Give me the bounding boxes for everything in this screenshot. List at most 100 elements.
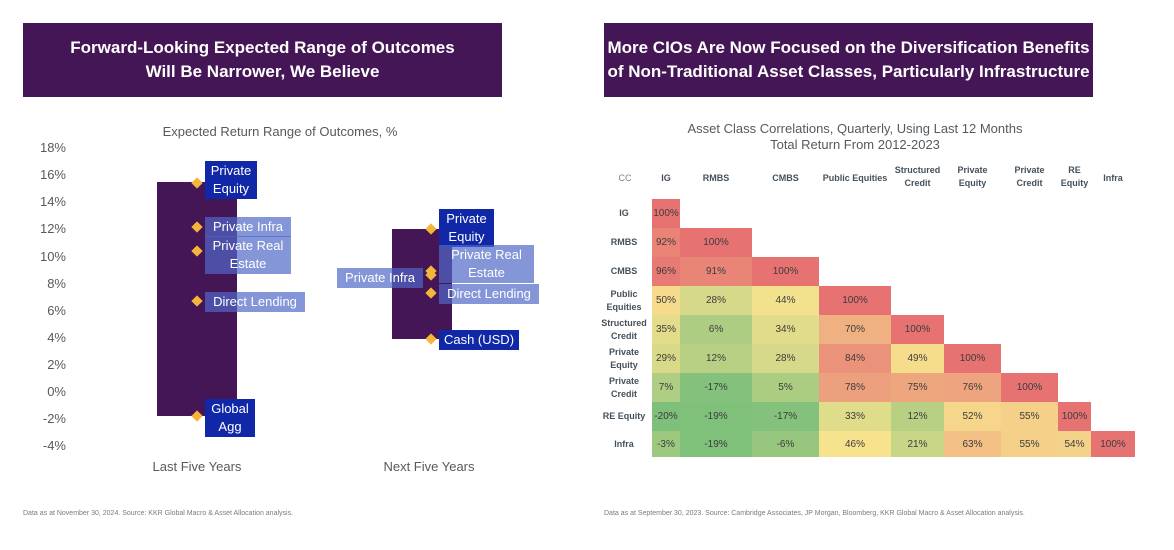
heatmap-row-header-text: Private Credit <box>609 375 639 401</box>
heatmap-cell: 50% <box>652 286 680 315</box>
heatmap-cell-value: 28% <box>705 295 726 306</box>
heatmap-cell: -17% <box>680 373 752 402</box>
heatmap-cell: 100% <box>891 315 944 344</box>
data-point-label: Private Infra <box>337 268 423 288</box>
heatmap-column-header: Structured Credit <box>887 164 948 190</box>
heatmap-cell-value: 54% <box>1064 438 1085 450</box>
heatmap-row-header-line: Infra <box>614 438 634 449</box>
heatmap-cell: 84% <box>819 344 891 373</box>
heatmap-cell-value: 100% <box>653 208 679 219</box>
heatmap-row-header-line: Private <box>608 375 640 386</box>
heatmap-column-header-line: Credit <box>1016 178 1043 188</box>
heatmap-cell-value: 76% <box>962 382 983 393</box>
heatmap-cell: 100% <box>1058 402 1091 431</box>
heatmap-cell: 100% <box>680 228 752 257</box>
heatmap-cell-value: 55% <box>1019 411 1040 422</box>
data-point-label-line: Private <box>210 163 252 178</box>
heatmap-cell: 54% <box>1058 431 1091 457</box>
data-point-label-line: Private Real <box>451 247 522 262</box>
heatmap-row-header: RE Equity <box>600 402 648 431</box>
heatmap-cell-value: 44% <box>775 295 796 306</box>
heatmap-cell: 33% <box>819 402 891 431</box>
heatmap-column-header: Private Credit <box>997 164 1062 190</box>
heatmap-cell-value: -6% <box>776 438 795 450</box>
heatmap-row-header-line: Structured <box>601 317 647 328</box>
heatmap-cell-value: 46% <box>844 438 865 450</box>
data-point-label-line: Global <box>211 401 249 416</box>
heatmap-cell: -20% <box>652 402 680 431</box>
heatmap-column-header: Private Equity <box>940 164 1005 190</box>
heatmap-cell: -19% <box>680 431 752 457</box>
heatmap-column-header-line: Equity <box>1060 178 1089 188</box>
heatmap-row-header: CMBS <box>600 257 648 286</box>
heatmap-cell-value: -17% <box>704 382 728 393</box>
heatmap-cell-value: 100% <box>772 266 799 277</box>
y-tick-label: 2% <box>47 356 66 372</box>
heatmap-cell-value: 29% <box>655 353 676 364</box>
data-point-label-line: Estate <box>229 256 267 271</box>
heatmap-cell-value: 28% <box>775 353 796 364</box>
left-banner-line-2: Will Be Narrower, We Believe <box>145 62 380 81</box>
heatmap-cell: 5% <box>752 373 819 402</box>
x-category-label: Next Five Years <box>383 459 475 474</box>
heatmap-column-header-line: IG <box>661 173 671 183</box>
data-point-label-line: Equity <box>212 181 250 196</box>
right-banner-line-2: of Non-Traditional Asset Classes, Partic… <box>607 62 1090 81</box>
heatmap-cell: 44% <box>752 286 819 315</box>
heatmap-row-header-text: Private Equity <box>609 346 639 372</box>
heatmap-cell: -6% <box>752 431 819 457</box>
heatmap-column-header: RMBS <box>676 172 756 185</box>
right-banner-title: More CIOs Are Now Focused on the Diversi… <box>604 23 1093 97</box>
heatmap-column-header: Public Equities <box>815 172 895 185</box>
data-point-label: Direct Lending <box>205 292 305 312</box>
heatmap-row-header-line: CMBS <box>610 266 638 276</box>
heatmap-column-header: Infra <box>1087 172 1139 185</box>
heatmap-cell: 7% <box>652 373 680 402</box>
data-point-label-line: Private Infra <box>344 270 416 285</box>
heatmap-column-header-line: Public Equities <box>822 173 888 183</box>
heatmap-row-header: Infra <box>600 431 648 457</box>
heatmap-row-header-text: RMBS <box>611 236 638 249</box>
heatmap-cell: 49% <box>891 344 944 373</box>
data-point-label-line: Direct Lending <box>213 294 297 309</box>
y-tick-label: 6% <box>47 302 66 318</box>
y-tick-label: 4% <box>47 329 66 345</box>
heatmap-cell-value: -17% <box>773 411 798 422</box>
heatmap-cell: 76% <box>944 373 1001 402</box>
heatmap-row-header-line: RMBS <box>610 237 638 247</box>
heatmap-cell-value: 7% <box>658 382 674 393</box>
left-footnote: Data as at November 30, 2024. Source: KK… <box>23 510 294 517</box>
heatmap-column-header-line: Equity <box>958 178 987 188</box>
heatmap-cell: 63% <box>944 431 1001 457</box>
heatmap-row-header-text: IG <box>619 207 629 220</box>
data-point-label: Global Agg <box>205 399 255 437</box>
heatmap-cell: 55% <box>1001 402 1058 431</box>
heatmap-column-header: IG <box>648 172 684 185</box>
heatmap-cell-value: 21% <box>907 438 928 450</box>
data-point-label: Private Infra <box>205 217 291 237</box>
heatmap-row-header-line: Public <box>610 288 638 299</box>
heatmap-cell-value: 84% <box>844 353 865 364</box>
heatmap-row-header-text: Infra <box>614 438 634 451</box>
heatmap-cell: -3% <box>652 431 680 457</box>
heatmap-cell-value: 5% <box>778 382 793 393</box>
heatmap-row-header-line: IG <box>619 208 629 218</box>
heatmap-cell-value: 6% <box>708 324 724 335</box>
data-point-label-line: Agg <box>218 419 242 434</box>
heatmap-cell-value: 12% <box>705 353 726 364</box>
heatmap-cell: 100% <box>944 344 1001 373</box>
y-tick-label: -2% <box>42 411 66 427</box>
y-tick-label: 14% <box>39 194 66 210</box>
y-tick-label: 16% <box>39 167 66 183</box>
left-banner-title: Forward-Looking Expected Range of Outcom… <box>23 23 502 97</box>
data-point-label: Cash (USD) <box>439 330 519 350</box>
heatmap-cell-value: 33% <box>844 411 865 422</box>
y-tick-label: 0% <box>47 384 66 399</box>
heatmap-cell-value: 100% <box>703 237 729 248</box>
heatmap-cell: 92% <box>652 228 680 257</box>
heatmap-corner-label: CC <box>618 173 632 183</box>
heatmap-cell-value: -3% <box>657 438 675 450</box>
heatmap-cell: 12% <box>680 344 752 373</box>
heatmap-row-header: RMBS <box>600 228 648 257</box>
right-footnote: Data as at September 30, 2023. Source: C… <box>604 510 1025 517</box>
